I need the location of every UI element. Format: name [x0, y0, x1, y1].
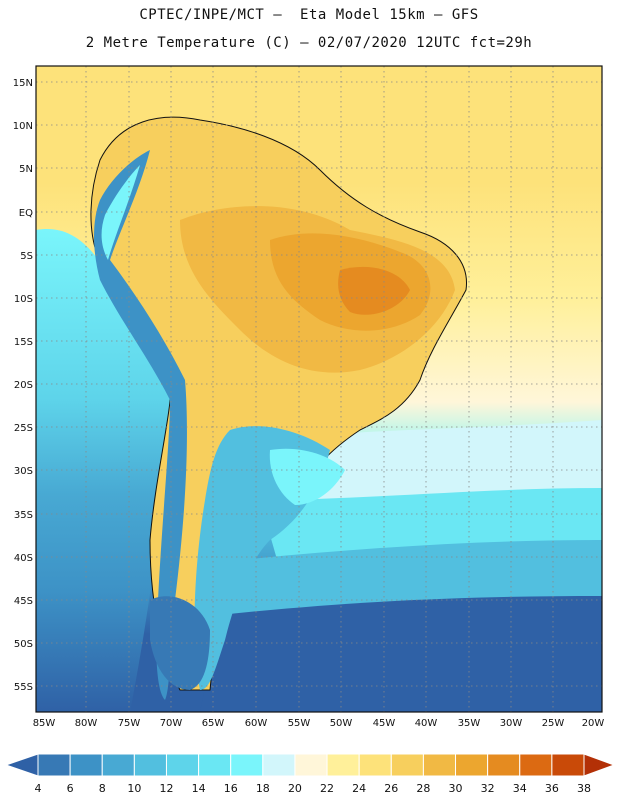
color-legend: 4 6 8 10 12 14 16 18 20 22 24 26 28 30 32 34 36 38 [4, 753, 616, 795]
legend-label: 14 [192, 782, 206, 795]
legend-swatch [294, 753, 328, 777]
lon-label: 65W [202, 718, 225, 729]
legend-label: 10 [127, 782, 141, 795]
legend-label: 38 [577, 782, 591, 795]
lat-label: 25S [14, 423, 33, 434]
legend-label: 26 [384, 782, 398, 795]
lon-label: 55W [288, 718, 311, 729]
lat-label: 20S [14, 380, 33, 391]
legend-swatch-low [4, 753, 39, 777]
color-labels: 4 6 8 10 12 14 16 18 20 22 24 26 28 30 32 34 36 38 [35, 782, 592, 795]
lon-label: 60W [245, 718, 268, 729]
lon-label: 75W [118, 718, 141, 729]
map-frame [35, 65, 603, 713]
color-swatches [4, 753, 616, 777]
legend-label: 32 [481, 782, 495, 795]
legend-label: 4 [35, 782, 42, 795]
lon-label: 40W [415, 718, 438, 729]
legend-label: 12 [159, 782, 173, 795]
legend-swatch [358, 753, 392, 777]
legend-swatch [101, 753, 135, 777]
lat-label: 30S [14, 466, 33, 477]
lat-label: 55S [14, 682, 33, 693]
legend-label: 28 [416, 782, 430, 795]
lat-label: 40S [14, 553, 33, 564]
map-title: CPTEC/INPE/MCT – Eta Model 15km – GFS [139, 7, 479, 23]
legend-swatch [551, 753, 585, 777]
legend-swatch [390, 753, 424, 777]
legend-swatch [133, 753, 167, 777]
legend-label: 36 [545, 782, 559, 795]
temperature-field [36, 66, 602, 712]
legend-swatch [165, 753, 200, 777]
legend-label: 24 [352, 782, 366, 795]
legend-label: 18 [256, 782, 270, 795]
lat-label: EQ [19, 208, 33, 219]
lon-label: 85W [33, 718, 56, 729]
lon-label: 70W [160, 718, 183, 729]
legend-swatch [230, 753, 264, 777]
lon-label: 30W [500, 718, 523, 729]
legend-swatch [519, 753, 553, 777]
legend-swatch [455, 753, 489, 777]
legend-label: 6 [67, 782, 74, 795]
lat-label: 5S [20, 251, 33, 262]
legend-swatch [262, 753, 296, 777]
lon-label: 35W [458, 718, 481, 729]
lat-label: 10S [14, 294, 33, 305]
lon-label: 80W [75, 718, 98, 729]
legend-label: 30 [449, 782, 463, 795]
lat-label: 10N [13, 121, 33, 132]
lat-label: 15N [13, 78, 33, 89]
legend-label: 8 [99, 782, 106, 795]
lat-label: 50S [14, 639, 33, 650]
legend-label: 20 [288, 782, 302, 795]
longitude-labels: 85W 80W 75W 70W 65W 60W 55W 50W 45W 40W … [33, 718, 605, 729]
legend-swatch-high [583, 753, 616, 777]
legend-swatch [69, 753, 103, 777]
legend-label: 22 [320, 782, 334, 795]
legend-swatch [422, 753, 457, 777]
legend-swatch [326, 753, 360, 777]
lon-label: 45W [373, 718, 396, 729]
legend-label: 34 [513, 782, 527, 795]
lon-label: 20W [582, 718, 605, 729]
lat-label: 15S [14, 337, 33, 348]
map-subtitle: 2 Metre Temperature (C) – 02/07/2020 12U… [85, 35, 533, 51]
lat-label: 35S [14, 510, 33, 521]
legend-swatch [487, 753, 521, 777]
lat-label: 45S [14, 596, 33, 607]
lon-label: 25W [542, 718, 565, 729]
latitude-labels: 15N 10N 5N EQ 5S 10S 15S 20S 25S 30S 35S… [13, 78, 33, 693]
legend-swatch [37, 753, 71, 777]
legend-swatch [198, 753, 232, 777]
lon-label: 50W [330, 718, 353, 729]
temperature-map: 15N 10N 5N EQ 5S 10S 15S 20S 25S 30S 35S… [13, 65, 605, 729]
legend-label: 16 [224, 782, 238, 795]
lat-label: 5N [19, 164, 33, 175]
